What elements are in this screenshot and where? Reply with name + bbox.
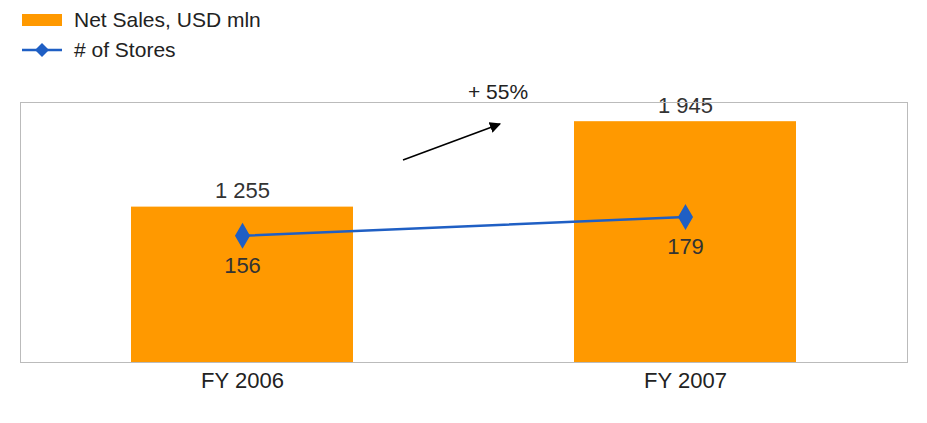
svg-text:FY 2007: FY 2007 [644, 368, 727, 393]
svg-text:156: 156 [224, 253, 261, 278]
html-text:# of Stores: # of Stores [74, 38, 176, 61]
svg-text:FY 2006: FY 2006 [201, 368, 284, 393]
html-text:+ 55%: + 55% [468, 80, 529, 103]
html-text:Net Sales, USD mln: Net Sales, USD mln [74, 8, 261, 31]
svg-text:1 255: 1 255 [215, 178, 270, 203]
svg-text:179: 179 [667, 234, 704, 259]
svg-text:1 945: 1 945 [658, 93, 713, 118]
